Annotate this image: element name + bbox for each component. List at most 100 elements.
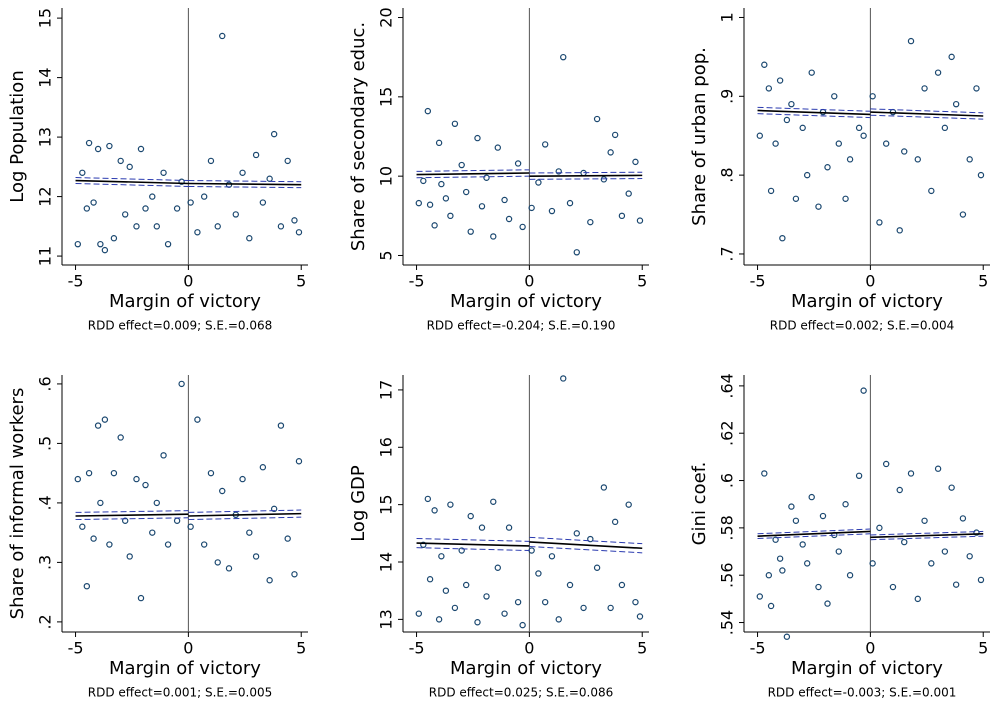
- scatter-point: [636, 613, 644, 620]
- scatter-point: [291, 217, 298, 224]
- scatter-point: [632, 598, 639, 606]
- fit-line: [75, 179, 189, 185]
- ci-line: [416, 169, 530, 172]
- scatter-point: [803, 171, 811, 179]
- y-tick-label: 17: [377, 380, 396, 400]
- scatter-point: [478, 203, 486, 210]
- x-axis-label: Margin of victory: [109, 291, 261, 312]
- scatter-point: [934, 465, 942, 472]
- scatter-point: [277, 223, 285, 230]
- scatter-point: [600, 176, 608, 183]
- scatter-point: [966, 553, 973, 560]
- scatter-point: [611, 131, 619, 139]
- y-axis-label: Gini coef.: [689, 462, 710, 546]
- scatter-point: [137, 594, 145, 602]
- fit-line: [416, 542, 530, 547]
- scatter-point: [831, 93, 838, 100]
- scatter-point: [772, 536, 779, 543]
- scatter-point: [478, 524, 486, 531]
- scatter-point: [451, 604, 459, 612]
- scatter-point: [779, 234, 786, 242]
- scatter-point: [519, 223, 526, 231]
- scatter-point: [788, 100, 795, 108]
- scatter-point: [587, 218, 594, 226]
- scatter-point: [494, 564, 501, 571]
- scatter-point: [765, 85, 773, 92]
- scatter-point: [501, 196, 508, 204]
- scatter-point: [541, 141, 549, 148]
- scatter-point: [835, 548, 842, 555]
- scatter-point: [505, 524, 513, 531]
- scatter-point: [149, 193, 156, 200]
- scatter-point: [200, 193, 208, 200]
- scatter-point: [424, 495, 432, 503]
- scatter-point: [252, 151, 260, 159]
- scatter-point: [442, 195, 450, 202]
- scatter-point: [239, 169, 246, 176]
- scatter-point: [882, 140, 890, 147]
- scatter-point: [137, 145, 145, 153]
- scatter-point: [815, 203, 822, 210]
- scatter-point: [74, 240, 81, 248]
- scatter-point: [121, 517, 129, 524]
- scatter-point: [94, 145, 102, 153]
- y-tick-label: .3: [36, 555, 55, 570]
- scatter-point: [767, 602, 775, 610]
- scatter-point: [767, 187, 775, 195]
- x-tick-label: 5: [637, 272, 647, 291]
- scatter-point: [941, 124, 949, 132]
- scatter-point: [876, 524, 883, 532]
- scatter-point: [117, 157, 124, 165]
- scatter-point: [803, 560, 811, 567]
- scatter-point: [952, 100, 960, 108]
- scatter-point: [636, 217, 644, 224]
- scatter-point: [792, 195, 800, 202]
- scatter-point: [431, 507, 438, 514]
- scatter-point: [207, 469, 215, 477]
- scatter-point: [541, 598, 549, 606]
- scatter-point: [973, 529, 980, 536]
- x-tick-label: -5: [409, 639, 425, 658]
- scatter-point: [535, 570, 542, 577]
- scatter-point: [126, 163, 133, 171]
- ci-line: [870, 108, 984, 114]
- scatter-point: [799, 541, 806, 548]
- fit-line: [870, 532, 984, 539]
- x-tick-label: 5: [296, 639, 306, 658]
- scatter-point: [291, 571, 298, 578]
- scatter-point: [772, 140, 779, 147]
- scatter-point: [761, 61, 768, 68]
- scatter-point: [284, 535, 291, 542]
- scatter-point: [625, 190, 632, 197]
- y-axis-label: Log GDP: [348, 465, 369, 542]
- ci-line: [529, 178, 643, 180]
- scatter-point: [295, 458, 303, 465]
- scatter-point: [779, 567, 786, 574]
- scatter-point: [869, 93, 876, 100]
- y-axis-label: Share of informal workers: [7, 388, 28, 620]
- scatter-point: [977, 171, 985, 179]
- scatter-point: [959, 515, 967, 522]
- scatter-point: [505, 215, 513, 223]
- y-tick-label: 13: [36, 127, 55, 147]
- scatter-point: [514, 160, 522, 167]
- scatter-point: [824, 164, 831, 171]
- scatter-point: [270, 130, 278, 138]
- x-tick-label: 0: [865, 639, 875, 658]
- scatter-point: [83, 582, 91, 590]
- scatter-point: [632, 158, 639, 166]
- scatter-point: [415, 610, 422, 617]
- scatter-point: [149, 529, 156, 536]
- scatter-point: [200, 541, 208, 548]
- scatter-point: [219, 32, 226, 40]
- scatter-point: [458, 547, 465, 554]
- y-tick-label: .6: [718, 473, 737, 488]
- scatter-point: [447, 212, 454, 220]
- scatter-point: [270, 505, 278, 513]
- y-tick-label: .6: [36, 376, 55, 391]
- scatter-point: [819, 512, 827, 520]
- fit-line: [416, 172, 530, 176]
- x-tick-label: 0: [183, 272, 193, 291]
- x-tick-label: 5: [978, 272, 988, 291]
- scatter-point: [225, 565, 233, 572]
